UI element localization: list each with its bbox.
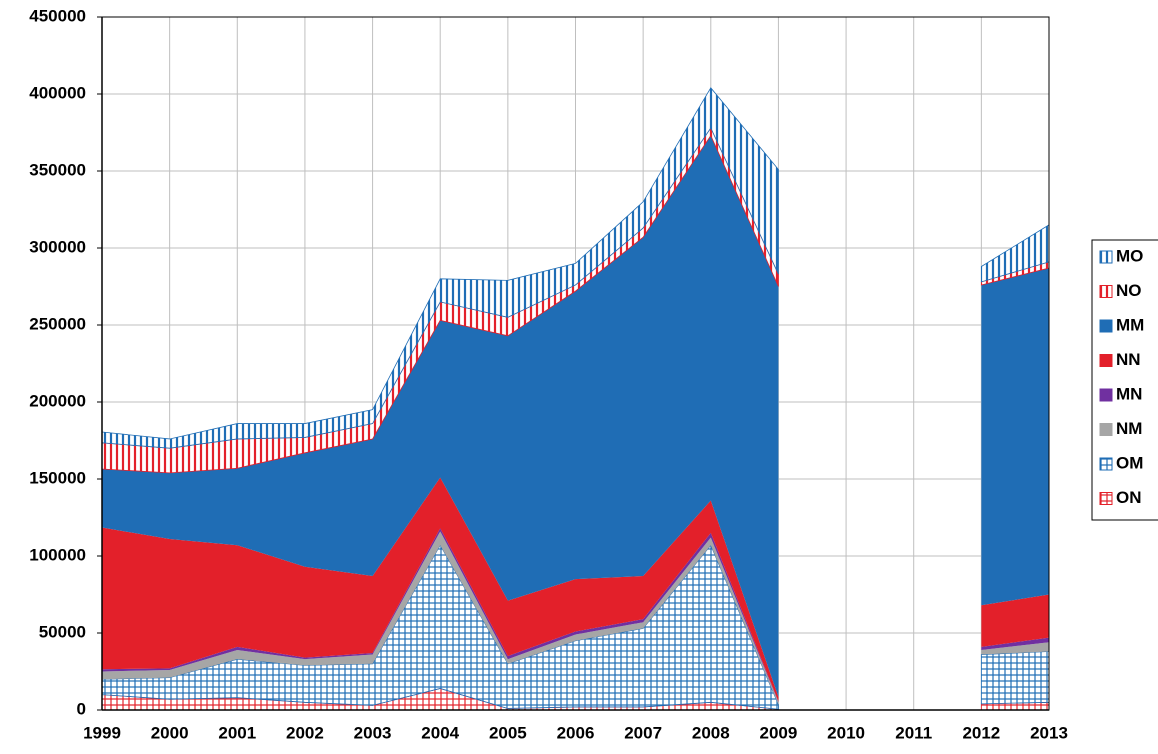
y-tick-label: 200000 xyxy=(29,391,86,410)
y-tick-label: 400000 xyxy=(29,83,86,102)
x-tick-label: 2012 xyxy=(962,723,1000,742)
x-tick-label: 2010 xyxy=(827,723,865,742)
legend-swatch xyxy=(1099,319,1113,333)
x-tick-label: 2004 xyxy=(421,723,459,742)
legend-swatch xyxy=(1099,388,1113,402)
axes: 0 50000 100000 150000 200000 250000 300000 3500… xyxy=(29,6,1068,742)
legend-swatch xyxy=(1099,423,1113,436)
legend: MO NO MM NN MN NM OM ON xyxy=(1099,246,1144,507)
x-tick-label: 2003 xyxy=(354,723,392,742)
x-tick-label: 2011 xyxy=(895,723,932,742)
legend-swatch xyxy=(1099,354,1113,367)
areas xyxy=(101,87,1050,711)
x-tick-label: 2005 xyxy=(489,723,527,742)
y-tick-label: 450000 xyxy=(29,6,86,25)
y-tick-label: 300000 xyxy=(29,237,86,256)
y-tick-label: 0 xyxy=(77,699,86,718)
plot-border xyxy=(101,16,1050,711)
x-tick-label: 2006 xyxy=(557,723,595,742)
x-tick-label: 2013 xyxy=(1030,723,1068,742)
legend-label: ON xyxy=(1116,488,1142,507)
legend-label: MN xyxy=(1116,384,1142,403)
x-tick-label: 2001 xyxy=(218,723,256,742)
y-tick-label: 100000 xyxy=(29,545,86,564)
legend-swatch xyxy=(1099,492,1113,505)
x-tick-label: 2009 xyxy=(760,723,798,742)
x-tick-label: 2007 xyxy=(624,723,662,742)
y-tick-label: 50000 xyxy=(39,622,86,641)
y-tick-label: 150000 xyxy=(29,468,86,487)
x-tick-label: 2008 xyxy=(692,723,730,742)
legend-label: NN xyxy=(1116,350,1141,369)
y-tick-label: 350000 xyxy=(29,160,86,179)
area xyxy=(102,531,1049,705)
legend-swatch xyxy=(1099,250,1113,264)
legend-label: NO xyxy=(1116,281,1142,300)
legend-swatch xyxy=(1099,457,1113,471)
x-tick-label: 2000 xyxy=(151,723,189,742)
legend-swatch xyxy=(1099,285,1113,298)
area xyxy=(102,135,1049,697)
legend-label: MO xyxy=(1116,246,1143,265)
area xyxy=(102,477,1049,702)
x-tick-label: 1999 xyxy=(83,723,121,742)
x-tick-label: 2002 xyxy=(286,723,324,742)
legend-label: NM xyxy=(1116,419,1142,438)
legend-label: MM xyxy=(1116,315,1144,334)
y-tick-label: 250000 xyxy=(29,314,86,333)
legend-label: OM xyxy=(1116,453,1143,472)
